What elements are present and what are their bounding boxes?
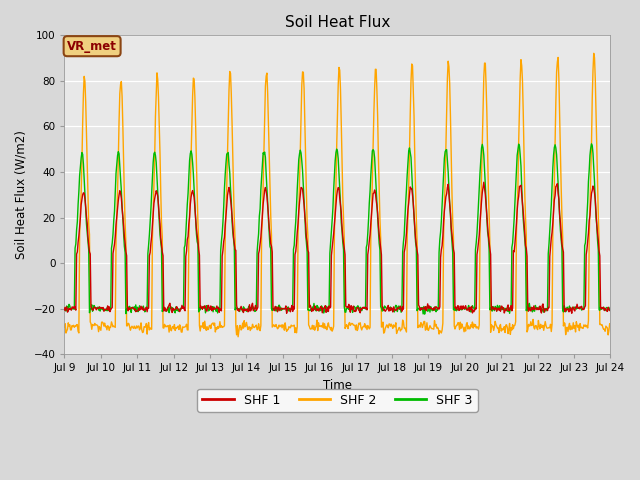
SHF 3 — [403, 171, 411, 177]
SHF 1 — [211, 306, 218, 312]
SHF 1 — [182, 253, 189, 259]
Text: VR_met: VR_met — [67, 40, 117, 53]
Legend: SHF 1, SHF 2, SHF 3: SHF 1, SHF 2, SHF 3 — [197, 389, 477, 412]
SHF 2 — [127, 327, 134, 333]
SHF 1 — [61, 305, 68, 311]
SHF 3 — [211, 306, 218, 312]
SHF 3 — [70, 306, 78, 312]
SHF 1 — [404, 206, 412, 212]
SHF 2 — [590, 50, 598, 56]
SHF 2 — [182, 324, 189, 329]
SHF 2 — [606, 321, 614, 326]
SHF 3 — [182, 231, 189, 237]
SHF 1 — [420, 305, 428, 311]
SHF 1 — [127, 306, 134, 312]
SHF 2 — [404, 213, 412, 219]
SHF 1 — [606, 308, 614, 313]
SHF 3 — [421, 311, 429, 317]
Y-axis label: Soil Heat Flux (W/m2): Soil Heat Flux (W/m2) — [15, 130, 28, 259]
SHF 1 — [70, 304, 78, 310]
SHF 1 — [283, 311, 291, 316]
SHF 3 — [588, 141, 595, 147]
SHF 2 — [211, 320, 218, 326]
X-axis label: Time: Time — [323, 379, 352, 392]
SHF 2 — [61, 324, 68, 330]
SHF 2 — [70, 324, 78, 330]
Line: SHF 2: SHF 2 — [65, 53, 610, 337]
SHF 3 — [419, 311, 427, 317]
SHF 3 — [127, 306, 134, 312]
SHF 2 — [234, 334, 242, 340]
SHF 2 — [420, 319, 428, 324]
SHF 3 — [606, 307, 614, 313]
Line: SHF 1: SHF 1 — [65, 182, 610, 313]
Line: SHF 3: SHF 3 — [65, 144, 610, 314]
SHF 3 — [61, 307, 68, 312]
Title: Soil Heat Flux: Soil Heat Flux — [285, 15, 390, 30]
SHF 1 — [480, 180, 488, 185]
